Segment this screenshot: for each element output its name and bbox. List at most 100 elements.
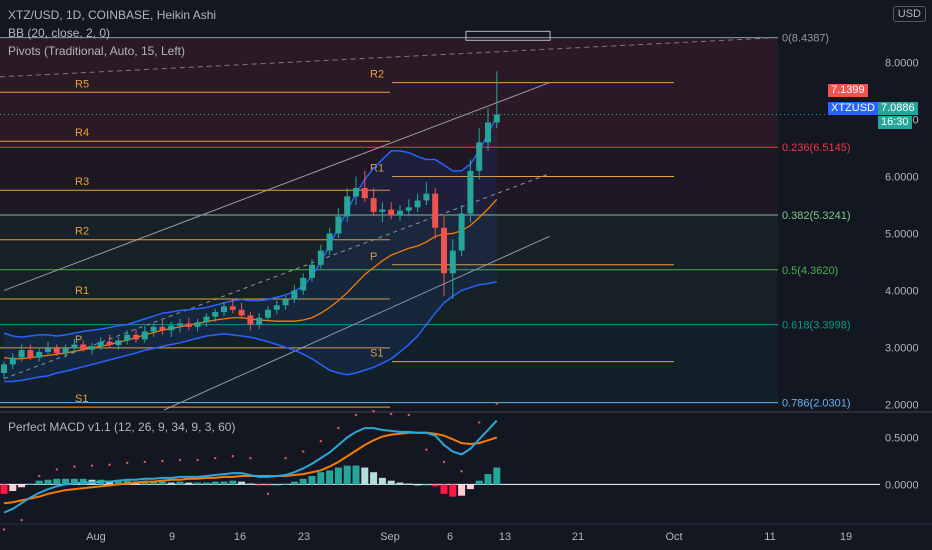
selection-box [465, 30, 551, 41]
macd-dot [478, 421, 481, 424]
candle-body [370, 198, 377, 212]
candle-body [344, 196, 351, 217]
pivot-label-right: R2 [370, 69, 384, 81]
macd-dot [319, 440, 322, 443]
candle-body [89, 346, 95, 350]
macd-histogram-bar [141, 481, 149, 485]
pivot-label: R5 [75, 78, 89, 90]
candle-body [221, 306, 227, 313]
macd-histogram-bar [449, 484, 457, 497]
pivot-label: R1 [75, 285, 89, 297]
macd-histogram-bar [361, 467, 369, 485]
candle-body [53, 348, 60, 354]
macd-histogram-bar [26, 483, 34, 485]
time-tick-label: 19 [840, 531, 852, 543]
candle-body [388, 209, 395, 216]
macd-histogram-bar [62, 478, 70, 485]
candle-body [159, 326, 166, 331]
pivot-label: R3 [75, 176, 89, 188]
macd-histogram-bar [53, 478, 61, 485]
pivot-label: R4 [75, 127, 89, 139]
macd-histogram-bar [18, 484, 26, 488]
pivot-label-right: S1 [370, 348, 383, 360]
candle-body [476, 142, 483, 171]
candle-body [397, 210, 403, 216]
candle-body [71, 344, 78, 349]
candle-body [441, 227, 447, 274]
candle-body [485, 122, 491, 143]
bb-lower-line [4, 281, 497, 383]
price-tick-label: 4.0000 [885, 285, 919, 297]
macd-dot [372, 409, 375, 413]
candle-body [238, 309, 245, 316]
candle-body [493, 114, 500, 123]
fib-level-label: 0.5(4.3620) [782, 265, 838, 277]
candle-body [291, 290, 298, 300]
candle-body [212, 312, 219, 317]
macd-dot [302, 450, 305, 453]
macd-histogram-bar [282, 483, 290, 485]
candle-body [405, 207, 412, 211]
candle-body [1, 364, 7, 373]
macd-dot [55, 468, 58, 471]
macd-histogram-bar [308, 475, 316, 485]
countdown-tag: 16:30 [878, 116, 912, 129]
currency-button[interactable]: USD [892, 6, 926, 22]
candle-body [256, 317, 263, 325]
candle-body [326, 233, 333, 251]
fib-level-label: 0.618(3.3998) [782, 320, 851, 332]
macd-dot [20, 518, 23, 522]
macd-histogram-bar [440, 484, 448, 494]
candle-body [317, 250, 324, 265]
macd-dot [178, 458, 182, 462]
macd-dot [337, 426, 340, 430]
last-price-tag: 7.0886 [878, 102, 918, 115]
candle-body [203, 316, 210, 323]
macd-histogram-bar [229, 480, 237, 485]
candle-body [247, 315, 254, 325]
macd-histogram-bar [220, 481, 228, 485]
candle-body [185, 323, 192, 327]
macd-tick-label: 0.5000 [885, 432, 919, 444]
candle-body [414, 200, 421, 208]
macd-dot [161, 459, 164, 463]
candle-body [168, 325, 175, 331]
macd-dot [2, 528, 6, 531]
price-tick-label: 5.0000 [885, 228, 919, 240]
candle-body [27, 350, 34, 358]
pivot-label-right: P [370, 251, 377, 263]
candle-body [282, 299, 289, 306]
macd-dot [460, 470, 463, 473]
macd-histogram-bar [246, 483, 254, 485]
macd-dot [126, 461, 129, 465]
macd-histogram-bar [211, 481, 219, 485]
macd-histogram-bar [326, 470, 334, 485]
macd-histogram-bar [431, 484, 439, 487]
macd-dot [90, 464, 94, 467]
macd-dot [284, 456, 287, 460]
macd-histogram-bar [0, 484, 8, 494]
macd-dot [231, 455, 234, 458]
macd-tick-label: 0.0000 [885, 479, 919, 491]
candle-body [432, 193, 439, 228]
candle-body [97, 341, 104, 347]
time-tick-label: 6 [447, 531, 453, 543]
macd-histogram-bar [334, 467, 342, 485]
candle-body [106, 341, 113, 346]
macd-histogram-bar [493, 467, 501, 485]
candle-body [115, 340, 122, 346]
bb-legend: BB (20, close, 2, 0) [8, 26, 111, 40]
macd-histogram-bar [352, 465, 360, 485]
macd-dot [390, 412, 393, 416]
price-tick-label: 2.0000 [885, 399, 919, 411]
macd-histogram-bar [167, 482, 175, 485]
macd-dot [249, 456, 252, 460]
macd-histogram-bar [290, 481, 298, 485]
current-price-tag: 7.1399 [828, 84, 868, 97]
macd-dot [38, 474, 41, 478]
candle-body [80, 344, 87, 350]
macd-histogram-bar [422, 484, 430, 486]
macd-histogram-bar [264, 484, 272, 486]
macd-histogram-bar [255, 484, 263, 486]
